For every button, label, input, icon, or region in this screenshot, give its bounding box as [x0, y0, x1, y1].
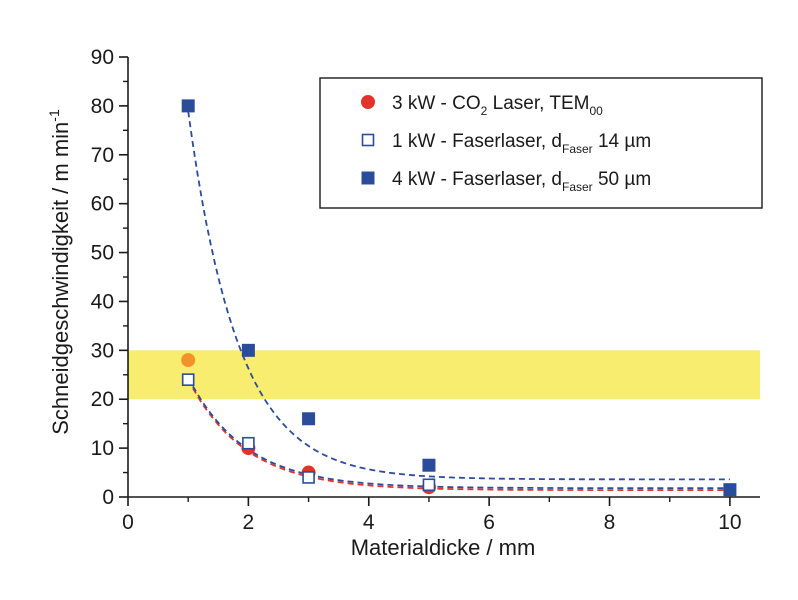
y-tick-label: 40	[91, 290, 114, 313]
fit-curve-co2	[187, 379, 730, 491]
point-fiber4	[723, 483, 737, 497]
legend-label-fiber4: 4 kW - Faserlaser, dFaser 50 µm	[392, 169, 651, 194]
legend-marker-fiber4	[361, 171, 375, 185]
x-tick-label: 0	[122, 511, 134, 534]
point-fiber1	[302, 471, 315, 484]
legend-text-part: Laser, TEM	[487, 93, 589, 114]
y-tick-label: 20	[91, 388, 114, 411]
y-tick-label: 30	[91, 339, 114, 362]
x-tick-label: 4	[363, 511, 375, 534]
point-fiber1	[242, 436, 255, 450]
axes: 0 10 20 30 40 50 60 70 80 90 0 2 4 6 8 10	[91, 46, 760, 534]
legend-marker-fiber1	[361, 133, 375, 147]
legend-subscript: 00	[589, 104, 603, 118]
y-tick-label: 80	[91, 95, 114, 118]
legend: 3 kW - CO2 Laser, TEM00 1 kW - Faserlaser…	[319, 77, 763, 209]
point-fiber1	[422, 478, 436, 492]
x-tick-label: 8	[604, 511, 616, 534]
fit-curve-fiber1	[187, 377, 730, 490]
point-fiber1	[181, 373, 195, 386]
legend-text-part: 14 µm	[593, 131, 651, 152]
y-tick-label: 90	[91, 46, 114, 69]
y-tick-label: 0	[102, 486, 114, 509]
point-co2	[181, 353, 196, 368]
legend-subscript: Faser	[562, 180, 593, 194]
x-axis-title: Materialdicke / mm	[351, 535, 536, 560]
y-tick-label: 60	[91, 193, 114, 216]
legend-text-part: 4 kW - Faserlaser, d	[392, 169, 562, 190]
point-fiber4	[241, 343, 255, 357]
legend-marker-co2	[361, 95, 375, 109]
y-axis-title-text: Schneidgeschwindigkeit / m min	[48, 122, 73, 435]
legend-label-fiber1: 1 kW - Faserlaser, dFaser 14 µm	[392, 131, 651, 156]
legend-text-part: 3 kW - CO	[392, 93, 481, 114]
legend-text-part: 1 kW - Faserlaser, d	[392, 131, 562, 152]
fit-curves	[187, 111, 730, 491]
highlight-band-layer	[128, 350, 760, 400]
point-fiber4	[302, 412, 316, 426]
x-tick-label: 6	[483, 511, 495, 534]
highlight-band	[128, 350, 760, 400]
fit-curve-fiber4	[187, 111, 730, 481]
y-axis-title: Schneidgeschwindigkeit / m min-1	[46, 109, 73, 435]
y-tick-label: 70	[91, 144, 114, 167]
data-points	[181, 99, 737, 497]
legend-box	[319, 77, 763, 209]
legend-label-co2: 3 kW - CO2 Laser, TEM00	[392, 93, 603, 118]
point-fiber4	[422, 458, 436, 472]
y-tick-label: 50	[91, 242, 114, 265]
x-tick-label: 10	[718, 511, 741, 534]
legend-text-part: 50 µm	[593, 169, 651, 190]
legend-subscript: Faser	[562, 142, 593, 156]
y-tick-label: 10	[91, 437, 114, 460]
point-fiber4	[181, 99, 195, 113]
x-tick-label: 2	[243, 511, 255, 534]
y-axis-title-superscript: -1	[46, 109, 62, 122]
legend-subscript: 2	[481, 104, 488, 118]
